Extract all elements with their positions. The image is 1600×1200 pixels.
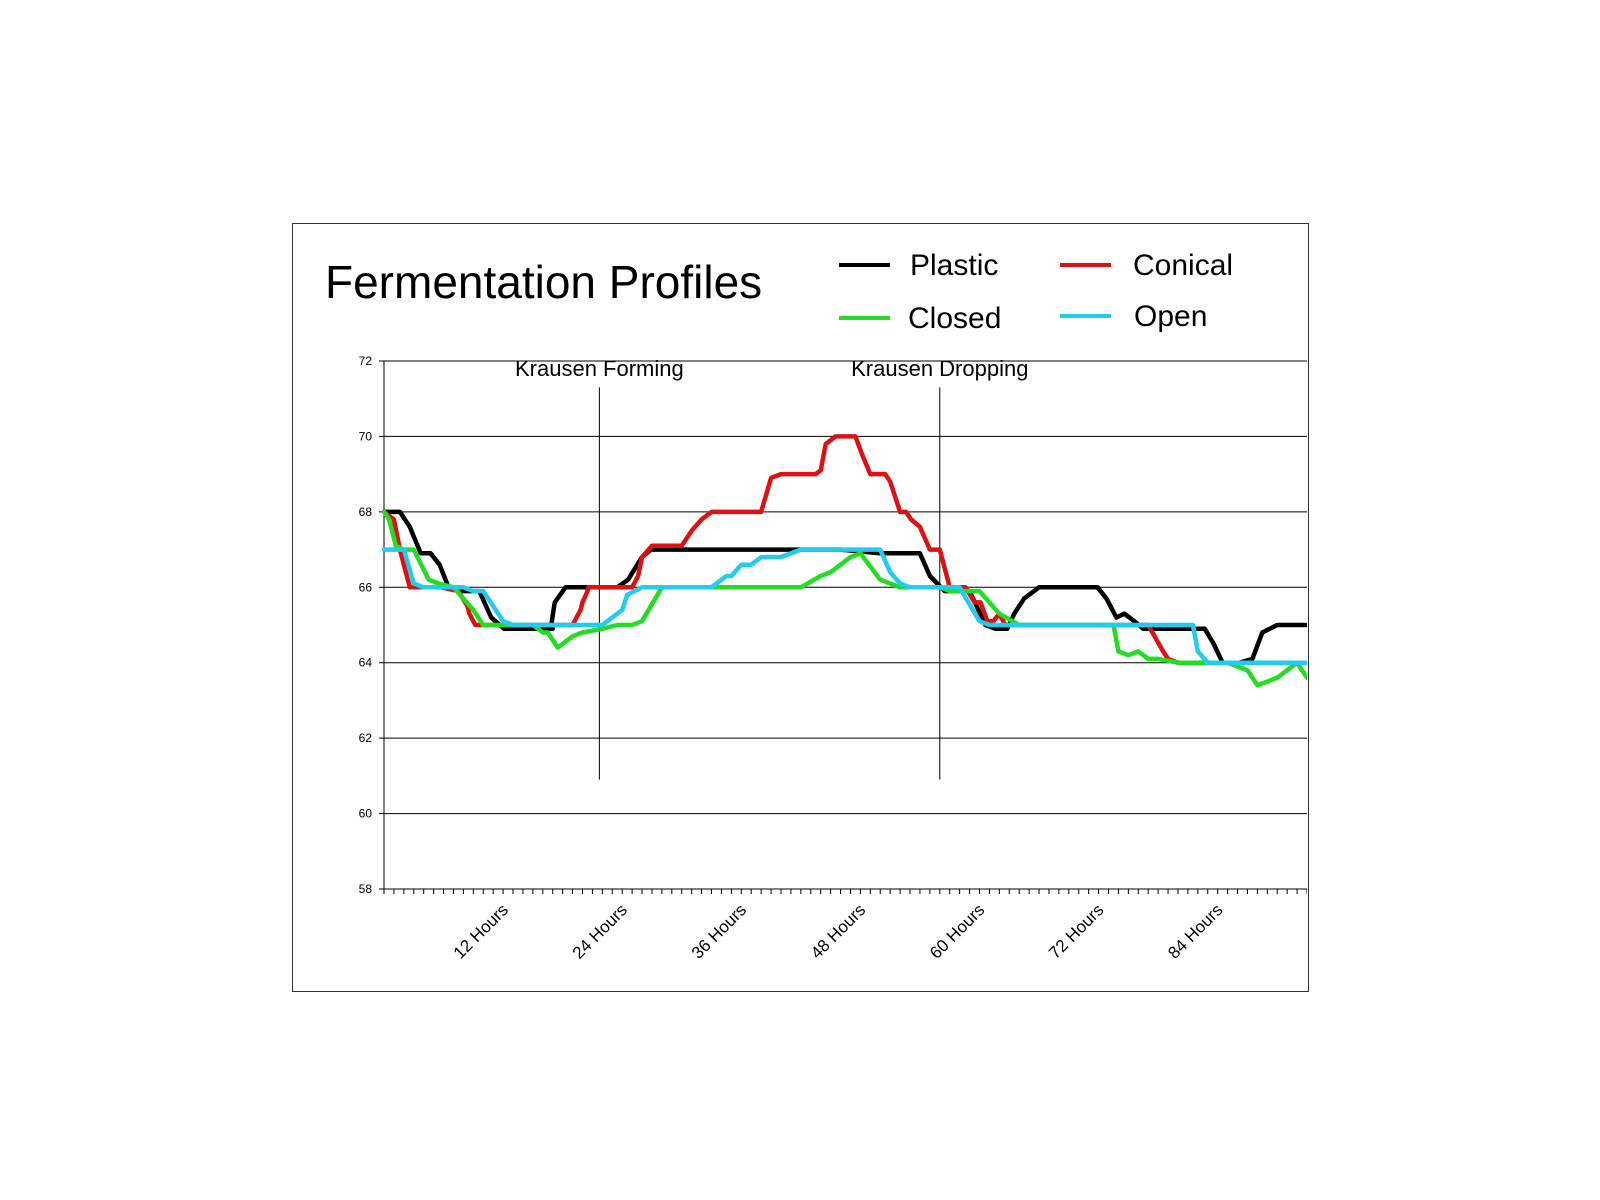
- legend: Plastic Conical Closed Open: [839, 249, 1233, 335]
- chart-title: Fermentation Profiles: [325, 256, 762, 308]
- grid: [384, 360, 1307, 890]
- legend-label-open: Open: [1134, 300, 1207, 333]
- x-tick-label-84: 84 Hours: [1164, 900, 1226, 962]
- x-tick-label-12: 12 Hours: [450, 900, 512, 962]
- y-tick-label-72: 72: [359, 354, 373, 368]
- series-line-closed: [381, 509, 1307, 688]
- y-tick-label-62: 62: [359, 731, 373, 745]
- y-axis: 58 60 62 64 66 68 70 72: [359, 354, 385, 896]
- series-line-plastic: [381, 509, 1307, 665]
- y-tick-label-64: 64: [359, 656, 373, 670]
- y-tick-label-60: 60: [359, 807, 373, 821]
- x-tick-label-48: 48 Hours: [807, 900, 869, 962]
- x-tick-label-24: 24 Hours: [569, 900, 631, 962]
- x-axis: 12 Hours 24 Hours 36 Hours 48 Hours 60 Hours…: [383, 889, 1307, 963]
- y-tick-label-68: 68: [359, 505, 373, 519]
- series-lines: [381, 434, 1307, 688]
- y-tick-label-58: 58: [359, 882, 373, 896]
- x-tick-label-36: 36 Hours: [688, 900, 750, 962]
- series-line-open: [381, 547, 1307, 665]
- annotations: Krausen Forming Krausen Dropping: [515, 356, 1028, 780]
- fermentation-chart: Fermentation Profiles Plastic Conical Cl…: [325, 249, 1307, 963]
- annotation-label-1: Krausen Dropping: [851, 356, 1028, 381]
- x-tick-label-60: 60 Hours: [926, 900, 988, 962]
- chart-frame: Fermentation Profiles Plastic Conical Cl…: [292, 223, 1309, 992]
- y-tick-label-70: 70: [359, 429, 373, 443]
- annotation-label-0: Krausen Forming: [515, 356, 684, 381]
- y-tick-label-66: 66: [359, 580, 373, 594]
- x-tick-label-72: 72 Hours: [1045, 900, 1107, 962]
- legend-label-closed: Closed: [908, 302, 1001, 335]
- legend-label-conical: Conical: [1133, 249, 1233, 282]
- legend-label-plastic: Plastic: [910, 249, 998, 282]
